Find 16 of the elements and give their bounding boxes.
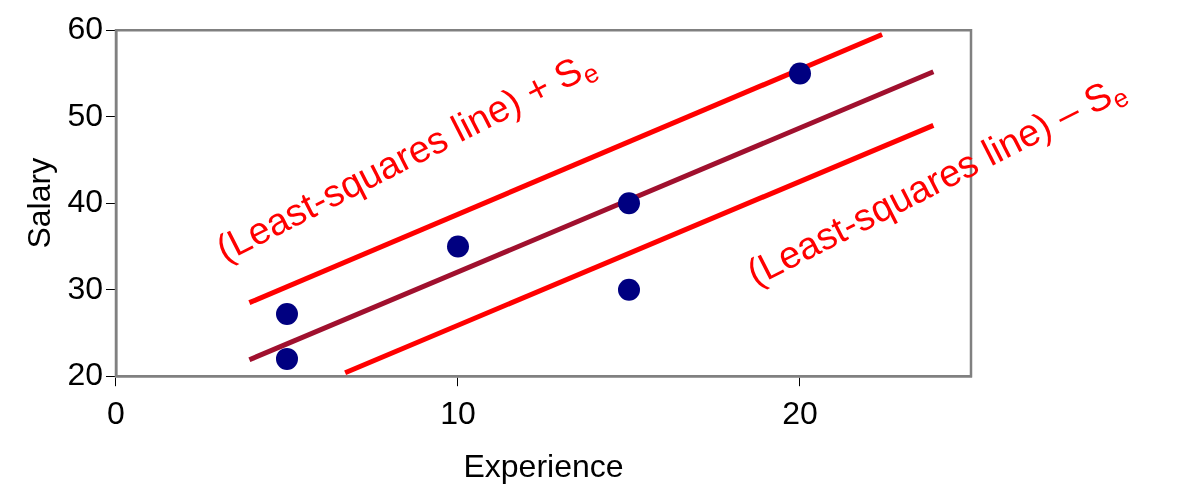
y-tick-label: 40 [67,183,103,220]
x-tick-label: 10 [440,395,476,432]
x-tick-label: 20 [782,395,818,432]
x-tick-label: 0 [107,395,125,432]
point [618,192,640,215]
point [276,347,298,370]
point [789,62,811,85]
point [276,302,298,325]
y-tick-label: 60 [67,10,103,47]
x-axis-title: Experience [463,447,624,484]
y-axis-title: Salary [21,157,58,249]
y-tick-label: 30 [67,269,103,306]
point [447,235,469,258]
y-tick-label: 50 [67,96,103,133]
y-tick-label: 20 [67,356,103,393]
point [618,278,640,301]
